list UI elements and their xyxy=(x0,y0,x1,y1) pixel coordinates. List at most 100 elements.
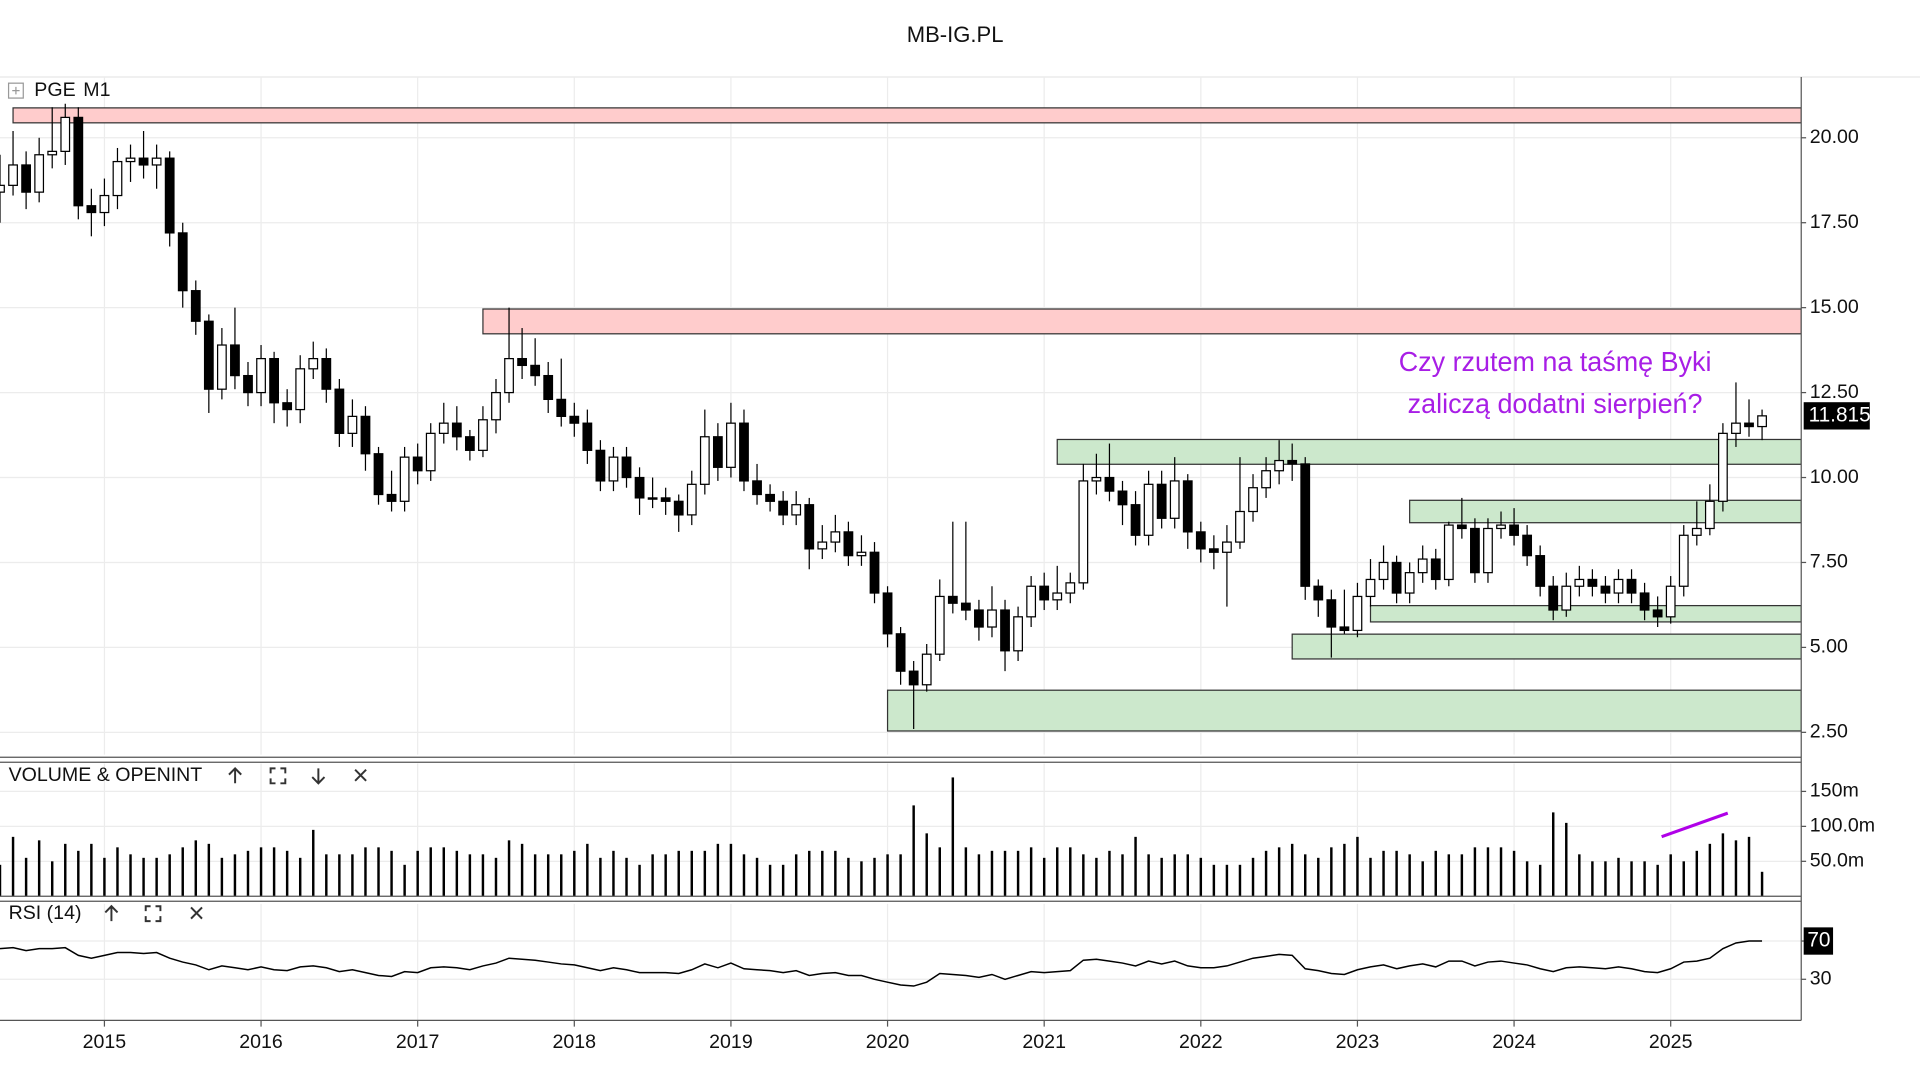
volume-bar xyxy=(899,854,902,897)
candle-body xyxy=(712,436,723,468)
candle-body xyxy=(1182,480,1193,533)
volume-bar xyxy=(1147,854,1150,897)
volume-bar xyxy=(1304,854,1307,897)
volume-bar xyxy=(194,840,198,897)
y-tick-label: 15.00 xyxy=(1810,296,1859,318)
candle-body xyxy=(556,398,567,417)
candle-body xyxy=(1104,476,1115,492)
candle-body xyxy=(1470,527,1480,574)
candle-body xyxy=(1287,459,1298,465)
candle-body xyxy=(1404,572,1415,594)
pane xyxy=(0,763,1802,897)
volume-bar xyxy=(912,805,915,897)
volume-bar xyxy=(1082,854,1085,897)
candle-body xyxy=(686,483,697,516)
pane xyxy=(0,903,1802,1021)
candle-body xyxy=(739,422,749,482)
candle-body xyxy=(543,374,554,401)
volume-bar xyxy=(781,864,785,897)
volume-bar xyxy=(338,854,341,897)
expand-icon-plus xyxy=(12,86,20,95)
volume-bar xyxy=(1434,850,1437,897)
volume-bar xyxy=(129,854,132,897)
candle-body xyxy=(647,497,658,500)
candle-body xyxy=(1509,524,1519,536)
volume-bar xyxy=(481,854,485,897)
volume-bar xyxy=(1343,843,1346,897)
candle-body xyxy=(164,157,175,234)
y-tick-label: 5.00 xyxy=(1810,636,1848,658)
y-tick-label: 2.50 xyxy=(1810,720,1848,742)
candle-body xyxy=(1417,558,1428,574)
volume-bar xyxy=(1525,861,1529,897)
close-icon[interactable] xyxy=(190,906,203,920)
volume-bar xyxy=(377,847,380,897)
candle-body xyxy=(1483,527,1493,574)
y-tick-label: 20.00 xyxy=(1810,126,1859,148)
volume-pane-icons xyxy=(228,767,367,785)
candle-body xyxy=(8,164,18,186)
volume-bar xyxy=(507,840,511,897)
volume-bar xyxy=(1160,857,1163,897)
volume-bar xyxy=(1421,861,1424,897)
volume-bar xyxy=(272,847,276,897)
volume-bar xyxy=(1134,836,1137,897)
candle-body xyxy=(47,150,58,156)
volume-bar xyxy=(847,857,850,897)
volume-bar xyxy=(1225,864,1229,897)
volume-bar xyxy=(977,854,981,897)
volume-bar xyxy=(37,840,41,897)
x-tick-label: 2015 xyxy=(83,1031,127,1053)
candle-body xyxy=(60,116,71,152)
volume-bar xyxy=(416,850,419,897)
volume-bar xyxy=(1682,861,1685,897)
candle-body xyxy=(1078,480,1089,584)
candle-body xyxy=(517,357,527,367)
candle-body xyxy=(1548,585,1559,611)
volume-bar xyxy=(1617,857,1620,897)
move-down-icon[interactable] xyxy=(311,768,326,785)
volume-bar xyxy=(24,857,28,897)
move-up-icon[interactable] xyxy=(228,767,242,784)
move-up-icon[interactable] xyxy=(104,904,119,922)
candle-body xyxy=(1639,592,1650,611)
candle-body xyxy=(608,456,619,482)
expand-icon[interactable] xyxy=(7,82,24,99)
volume-bar xyxy=(0,864,2,897)
volume-bar xyxy=(1565,822,1568,897)
candle-body xyxy=(987,609,997,628)
candle-body xyxy=(752,480,762,496)
volume-bar xyxy=(285,850,289,897)
candle-body xyxy=(451,422,462,438)
candle-body xyxy=(1352,595,1363,632)
volume-bar xyxy=(116,847,119,897)
annotation: zaliczą dodatni sierpień? xyxy=(1408,388,1703,419)
candle-body xyxy=(1456,524,1467,530)
panes: 2.50 5.00 7.50 10.00 12.50 15.00 17.50 20.00 PGE… xyxy=(0,76,1875,1053)
x-tick-label: 2023 xyxy=(1336,1031,1380,1053)
volume-bar xyxy=(638,864,641,897)
volume-bar xyxy=(468,854,472,897)
candle-body xyxy=(21,164,32,193)
candle-body xyxy=(1339,626,1350,632)
y-tick-label: 50.0m xyxy=(1810,849,1864,871)
candle-body xyxy=(412,456,423,472)
candle-body xyxy=(112,160,123,197)
volume-bar xyxy=(455,850,459,897)
volume-bar xyxy=(755,857,759,897)
volume-bar xyxy=(1669,854,1672,897)
candle-body xyxy=(1222,541,1232,553)
candle-body xyxy=(1744,422,1754,428)
candle-body xyxy=(843,531,854,557)
volume-bar xyxy=(1095,857,1098,897)
volume-bar xyxy=(1538,864,1542,897)
candle-body xyxy=(256,357,266,394)
candle-body xyxy=(1195,531,1206,550)
candle-body xyxy=(569,415,580,424)
volume-bar xyxy=(50,861,54,897)
maximize-icon[interactable] xyxy=(144,905,162,923)
candle-body xyxy=(34,154,45,193)
maximize-icon[interactable] xyxy=(269,767,287,785)
close-icon[interactable] xyxy=(354,768,367,782)
volume-bar xyxy=(1277,847,1281,897)
